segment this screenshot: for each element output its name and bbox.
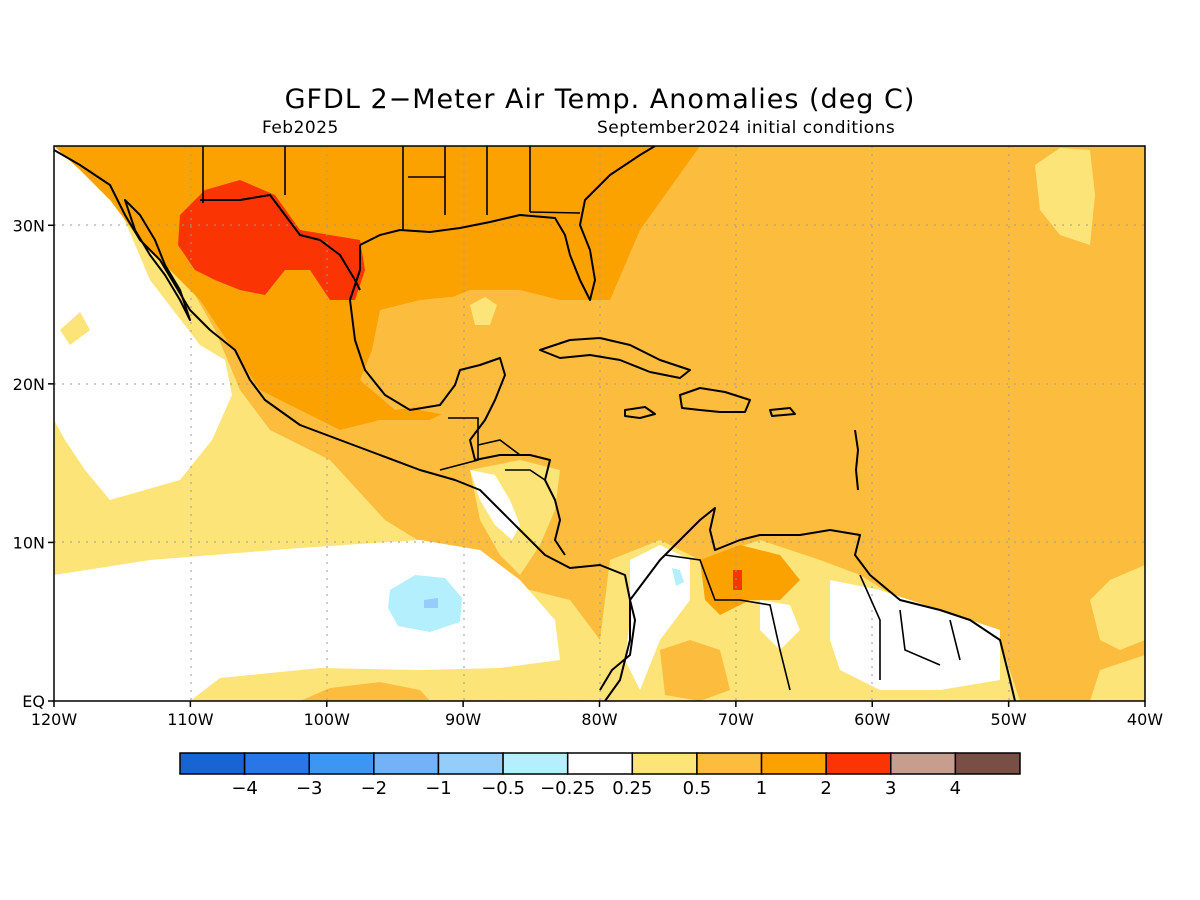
lon-tick-label: 60W [854,710,890,729]
colorbar-swatch [566,752,634,775]
lon-tick-label: 110W [167,710,214,729]
jamaica-coastline [624,406,656,419]
latitude-axis: EQ 10N 20N 30N [13,216,54,711]
south-america-white [625,545,690,690]
south-america-white-mid [760,600,800,650]
valid-month-label: Feb2025 [262,118,339,138]
init-conditions-label: September2024 initial conditions [597,118,896,138]
colorbar-label: 1 [756,778,767,799]
colorbar-label: −1 [425,778,452,799]
us-mexico-border [200,194,361,291]
pacific-coastline [54,149,631,701]
colorbar-label: −4 [231,778,258,799]
venezuela-warm [700,545,800,615]
state-borders [202,146,581,230]
lat-tick-label: 20N [13,375,45,394]
central-america-borders [439,417,961,691]
colorbar-swatch [631,752,698,775]
lat-tick-label: EQ [22,692,45,711]
colorbar-swatch [373,752,440,775]
colorbar-label: 2 [820,778,831,799]
lon-tick-label: 90W [445,710,481,729]
pacific-warm-patch [300,682,430,701]
lat-tick-label: 10N [13,533,45,552]
lon-tick-label: 100W [304,710,351,729]
pacific-cool-anomaly-core [424,598,438,608]
pacific-yellow-patch [60,312,90,345]
colorbar-label: −0.25 [540,778,595,799]
atlantic-yellow-east-2 [1090,655,1145,701]
lon-tick-label: 40W [1127,710,1163,729]
colorbar-label: 0.5 [683,778,712,799]
colorbar-swatch [179,752,246,775]
pacific-white-region [54,146,232,500]
colorbar-swatch [954,752,1021,775]
hispaniola-coastline [679,387,751,413]
colorbar-swatch [760,752,827,775]
baja-coastline [124,199,191,321]
colorbar-label: 4 [950,778,961,799]
colorbar-swatch [502,752,569,775]
map-title: GFDL 2−Meter Air Temp. Anomalies (deg C) [284,84,916,115]
colorbar-swatch [890,752,957,775]
gulf-warm-core [370,295,580,420]
colorbar-swatch [308,752,375,775]
lon-tick-label: 80W [581,710,617,729]
lon-tick-label: 70W [718,710,754,729]
colorbar-label: −3 [296,778,323,799]
colorbar-label: 0.25 [612,778,652,799]
colorbar: −4 −3 −2 −1 −0.5 −0.25 0.25 0.5 1 2 3 4 [179,752,1021,799]
graticule [54,146,1145,701]
lesser-antilles [854,429,859,491]
south-america-coastline [599,507,1016,701]
colombia-cool-spot [672,568,684,586]
lat-tick-label: 30N [13,216,45,235]
colorbar-label: 3 [885,778,896,799]
mexico-hot-spot [178,180,365,300]
puerto-rico-coastline [769,407,796,417]
colorbar-swatch [437,752,504,775]
longitude-axis: 120W 110W 100W 90W 80W 70W 60W 50W 40W [31,701,1163,729]
colorbar-swatch [243,752,310,775]
south-america-white-east [830,580,1000,690]
atlantic-yellow-east [1090,565,1145,650]
us-gulf-coast [359,146,656,301]
atlantic-yellow-spot [1035,148,1095,245]
colorbar-swatch [825,752,892,775]
lon-tick-label: 120W [31,710,78,729]
cuba-coastline [539,337,691,379]
colorbar-label: −2 [361,778,388,799]
colorbar-swatch [696,752,763,775]
colorbar-label: −0.5 [481,778,525,799]
gulf-yellow-spot [470,297,497,325]
lon-tick-label: 50W [991,710,1027,729]
anomaly-field [54,146,1145,701]
venezuela-hot-spot [733,570,742,590]
colombia-orange-patch [660,640,730,701]
